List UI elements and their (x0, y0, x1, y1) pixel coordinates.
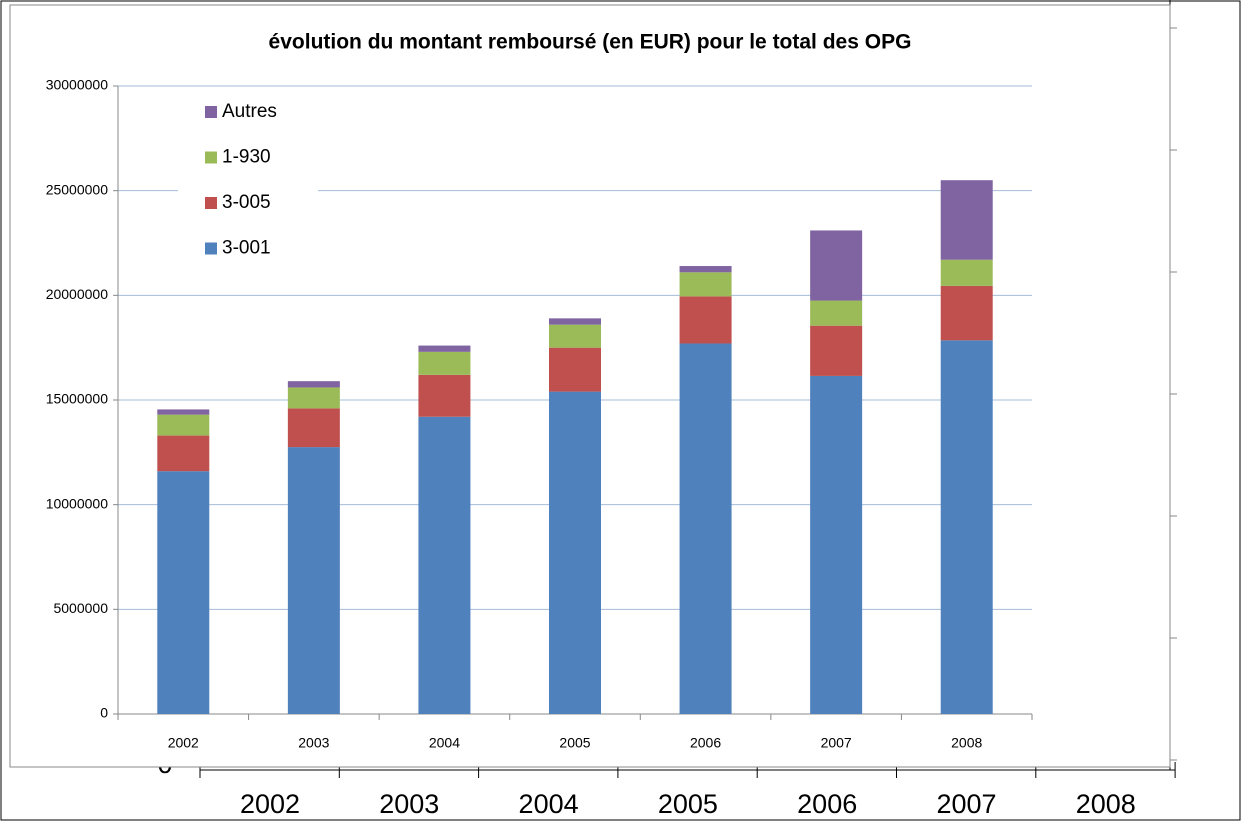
legend-label: 3-001 (222, 238, 271, 259)
y-tick-label: 25000000 (46, 181, 109, 197)
bar-segment (549, 324, 601, 348)
bar-segment (549, 347, 601, 392)
bar-segment (418, 416, 471, 714)
bar-segment (810, 375, 863, 714)
underlay-label: 2004 (519, 789, 579, 819)
bar-segment (287, 447, 340, 714)
bar-segment (940, 285, 993, 341)
bar-segment (679, 296, 732, 344)
legend-swatch (205, 242, 217, 255)
bar-segment (679, 343, 732, 714)
bar-segment (418, 351, 471, 375)
x-tick-label: 2008 (951, 735, 982, 751)
bar-segment (287, 381, 340, 388)
bar-segment (157, 435, 210, 472)
bar-segment (679, 272, 732, 297)
underlay-label: 2007 (936, 789, 996, 819)
bar-segment (418, 374, 471, 417)
legend-swatch (205, 151, 217, 164)
x-tick-label: 2002 (168, 735, 199, 751)
x-tick-label: 2004 (429, 735, 460, 751)
y-tick-label: 5000000 (53, 600, 108, 616)
bar-segment (287, 387, 340, 409)
bar-segment (157, 471, 210, 714)
x-tick-label: 2007 (821, 735, 852, 751)
bar-segment (940, 340, 993, 714)
bar-segment (418, 345, 471, 352)
bar-segment (810, 300, 863, 326)
x-tick-label: 2006 (690, 735, 721, 751)
chart-title: évolution du montant remboursé (en EUR) … (269, 31, 912, 54)
underlay-label: 2005 (658, 789, 718, 819)
y-tick-label: 10000000 (46, 495, 109, 511)
bar-segment (810, 230, 863, 301)
bar-segment (679, 266, 732, 273)
underlay-label: 2006 (797, 789, 857, 819)
bar-segment (940, 259, 993, 286)
bar-segment (810, 325, 863, 376)
y-tick-label: 20000000 (46, 286, 109, 302)
underlay-label: 2003 (379, 789, 439, 819)
underlay: 2002 2003 2004 2005 2006 2007 2008 (199, 27, 1177, 819)
legend-swatch (205, 106, 217, 118)
y-tick-label: 0 (100, 705, 108, 721)
underlay-label: 2002 (240, 789, 300, 819)
bar-segment (157, 414, 210, 436)
y-tick-label: 30000000 (46, 77, 109, 93)
bar-segment (940, 180, 993, 260)
bar-segment (549, 318, 601, 325)
bar-segment (287, 408, 340, 448)
legend-swatch (205, 197, 217, 209)
legend-box (178, 96, 318, 266)
legend-label: 3-005 (222, 192, 271, 213)
bar-segment (549, 391, 601, 714)
y-tick-label: 15000000 (46, 391, 109, 407)
legend-label: Autres (222, 101, 277, 122)
bar-segment (157, 409, 210, 415)
x-tick-label: 2003 (298, 735, 329, 751)
underlay-label: 2008 (1076, 789, 1136, 819)
x-tick-label: 2005 (559, 735, 590, 751)
legend-label: 1-930 (222, 147, 271, 168)
